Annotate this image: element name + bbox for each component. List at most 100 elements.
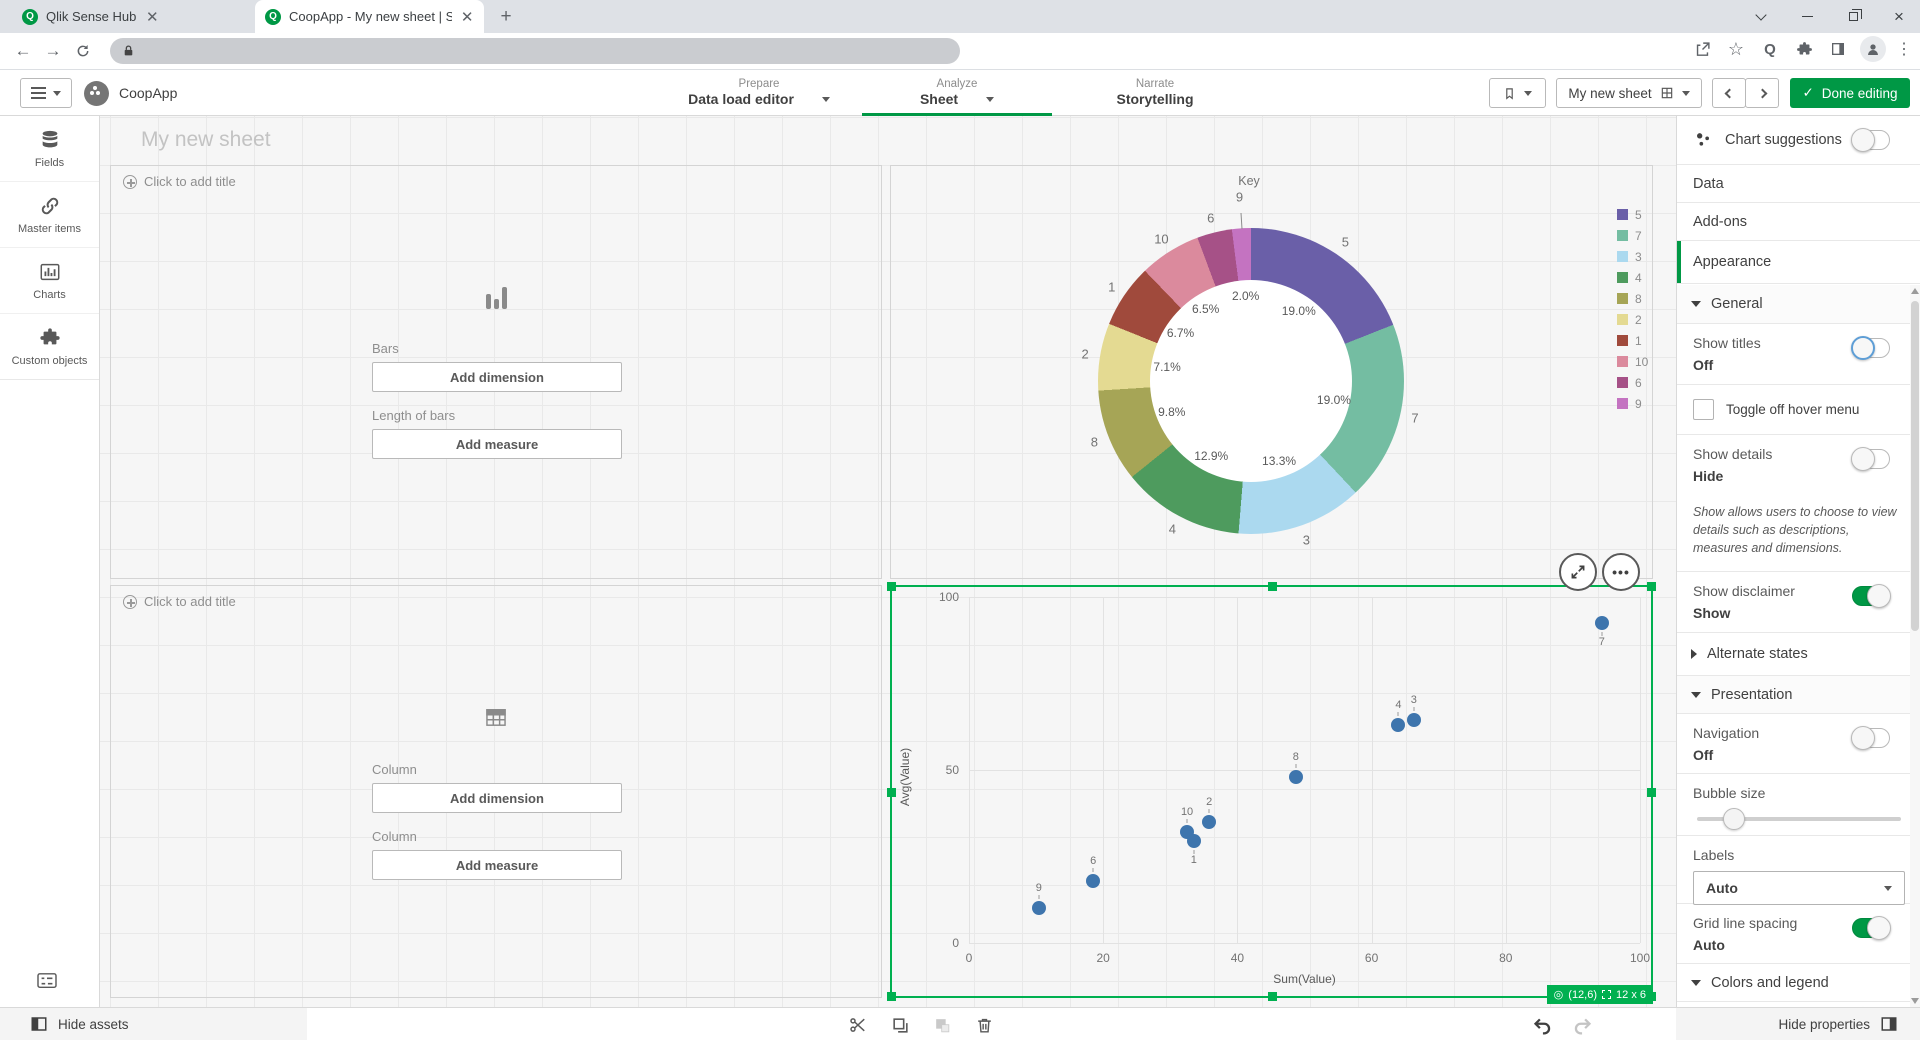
nav-analyze[interactable]: Analyze Sheet xyxy=(858,70,1056,116)
scatter-point[interactable] xyxy=(1032,901,1046,915)
app-identity[interactable]: CoopApp xyxy=(84,78,177,108)
legend-item[interactable]: 9 xyxy=(1617,393,1648,414)
browser-tab-hub[interactable]: Q Qlik Sense Hub ✕ xyxy=(12,0,255,33)
scatter-point[interactable] xyxy=(1086,874,1100,888)
bubble-size-slider[interactable] xyxy=(1697,817,1901,821)
resize-handle[interactable] xyxy=(887,582,896,591)
sheet-canvas[interactable]: My new sheet Click to add title Bars Add… xyxy=(100,116,1676,1007)
sheet-title-placeholder[interactable]: My new sheet xyxy=(141,128,271,152)
show-disclaimer-toggle[interactable] xyxy=(1852,586,1890,606)
checkbox[interactable] xyxy=(1693,399,1714,420)
scatter-point[interactable] xyxy=(1595,616,1609,630)
tab-search-icon[interactable] xyxy=(1738,0,1784,33)
accordion-presentation[interactable]: Presentation xyxy=(1677,676,1920,714)
browser-tab-coopapp[interactable]: Q CoopApp - My new sheet | Sheet ✕ xyxy=(255,0,484,33)
delete-button[interactable] xyxy=(972,1013,996,1037)
forward-icon[interactable]: → xyxy=(38,36,68,66)
show-titles-toggle[interactable] xyxy=(1852,338,1890,358)
copy-button[interactable] xyxy=(888,1013,912,1037)
donut-chart-object[interactable]: Key 57348211069 519.0%719.0%313.3%412.9%… xyxy=(890,165,1653,579)
add-dimension-button[interactable]: Add dimension xyxy=(372,362,622,392)
accordion-general[interactable]: General xyxy=(1677,285,1920,324)
qlik-extension-icon[interactable]: Q xyxy=(1758,37,1782,61)
scatter-point[interactable] xyxy=(1187,834,1201,848)
legend-item[interactable]: 8 xyxy=(1617,288,1648,309)
reload-icon[interactable] xyxy=(68,36,98,66)
section-data[interactable]: Data xyxy=(1677,165,1920,203)
browser-menu-icon[interactable]: ⋮ xyxy=(1896,39,1912,59)
sheet-selector-button[interactable]: My new sheet xyxy=(1556,78,1702,108)
undo-button[interactable] xyxy=(1530,1013,1554,1037)
accordion-colors-legend[interactable]: Colors and legend xyxy=(1677,964,1920,1002)
chart-suggestions-toggle[interactable] xyxy=(1852,130,1890,150)
scatter-plot-area[interactable]: 0204060801000501009610128437 xyxy=(969,597,1640,943)
sidebar-item-custom-objects[interactable]: Custom objects xyxy=(0,314,99,380)
legend-item[interactable]: 7 xyxy=(1617,225,1648,246)
fullscreen-button[interactable] xyxy=(1559,553,1597,591)
done-editing-button[interactable]: ✓ Done editing xyxy=(1790,78,1910,108)
more-options-button[interactable]: ••• xyxy=(1602,553,1640,591)
navigation-toggle[interactable] xyxy=(1852,728,1890,748)
sheet-options-icon[interactable] xyxy=(36,972,58,993)
extensions-puzzle-icon[interactable] xyxy=(1792,37,1816,61)
legend-item[interactable]: 5 xyxy=(1617,204,1648,225)
add-dimension-button[interactable]: Add dimension xyxy=(372,783,622,813)
next-sheet-button[interactable] xyxy=(1745,78,1779,108)
share-icon[interactable] xyxy=(1690,37,1714,61)
labels-select[interactable]: Auto xyxy=(1693,871,1905,905)
redo-button[interactable] xyxy=(1570,1013,1594,1037)
show-details-toggle[interactable] xyxy=(1852,449,1890,469)
scatter-chart-object[interactable]: Avg(Value) 0204060801000501009610128437 … xyxy=(890,585,1653,998)
sidebar-item-fields[interactable]: Fields xyxy=(0,116,99,182)
restore-button[interactable] xyxy=(1830,0,1876,33)
hide-properties-button[interactable]: Hide properties xyxy=(1676,1008,1920,1040)
resize-handle[interactable] xyxy=(1647,582,1656,591)
previous-sheet-button[interactable] xyxy=(1712,78,1746,108)
nav-prepare[interactable]: Prepare Data load editor xyxy=(660,70,858,116)
legend-item[interactable]: 4 xyxy=(1617,267,1648,288)
resize-handle[interactable] xyxy=(887,992,896,1001)
bookmarks-button[interactable] xyxy=(1489,78,1546,108)
tab-close-icon[interactable]: ✕ xyxy=(460,8,474,26)
close-button[interactable]: × xyxy=(1876,0,1920,33)
legend-item[interactable]: 1 xyxy=(1617,330,1648,351)
add-title-button[interactable]: Click to add title xyxy=(123,174,236,189)
global-menu-button[interactable] xyxy=(20,78,72,108)
add-measure-button[interactable]: Add measure xyxy=(372,429,622,459)
minimize-button[interactable] xyxy=(1784,0,1830,33)
legend-item[interactable]: 2 xyxy=(1617,309,1648,330)
scroll-up-icon[interactable] xyxy=(1911,288,1919,294)
paste-button[interactable] xyxy=(930,1013,954,1037)
bookmark-star-icon[interactable]: ☆ xyxy=(1724,37,1748,61)
scatter-point[interactable] xyxy=(1407,713,1421,727)
scatter-point[interactable] xyxy=(1289,770,1303,784)
side-panel-icon[interactable] xyxy=(1826,37,1850,61)
resize-handle[interactable] xyxy=(1647,788,1656,797)
back-icon[interactable]: ← xyxy=(8,36,38,66)
scatter-point[interactable] xyxy=(1202,815,1216,829)
legend-item[interactable]: 6 xyxy=(1617,372,1648,393)
legend-item[interactable]: 3 xyxy=(1617,246,1648,267)
resize-handle[interactable] xyxy=(1268,992,1277,1001)
cut-button[interactable] xyxy=(846,1013,870,1037)
bubble-size-thumb[interactable] xyxy=(1723,808,1745,830)
tab-close-icon[interactable]: ✕ xyxy=(144,8,160,26)
resize-handle[interactable] xyxy=(1268,582,1277,591)
hover-menu-checkbox-row[interactable]: Toggle off hover menu xyxy=(1677,385,1920,435)
bar-chart-placeholder[interactable]: Click to add title Bars Add dimension Le… xyxy=(110,165,882,579)
resize-handle[interactable] xyxy=(887,788,896,797)
address-bar[interactable] xyxy=(110,38,960,64)
properties-scrollbar[interactable] xyxy=(1910,285,1920,1007)
add-title-button[interactable]: Click to add title xyxy=(123,594,236,609)
scatter-point[interactable] xyxy=(1391,718,1405,732)
new-tab-button[interactable]: + xyxy=(494,5,518,29)
grid-line-spacing-toggle[interactable] xyxy=(1852,918,1890,938)
sidebar-item-charts[interactable]: Charts xyxy=(0,248,99,314)
section-add-ons[interactable]: Add-ons xyxy=(1677,203,1920,241)
nav-narrate[interactable]: Narrate Storytelling xyxy=(1056,70,1254,116)
hide-assets-button[interactable]: Hide assets xyxy=(0,1008,307,1040)
legend-item[interactable]: 10 xyxy=(1617,351,1648,372)
profile-avatar[interactable] xyxy=(1860,36,1886,62)
section-appearance[interactable]: Appearance xyxy=(1677,241,1920,284)
scrollbar-thumb[interactable] xyxy=(1911,301,1919,631)
